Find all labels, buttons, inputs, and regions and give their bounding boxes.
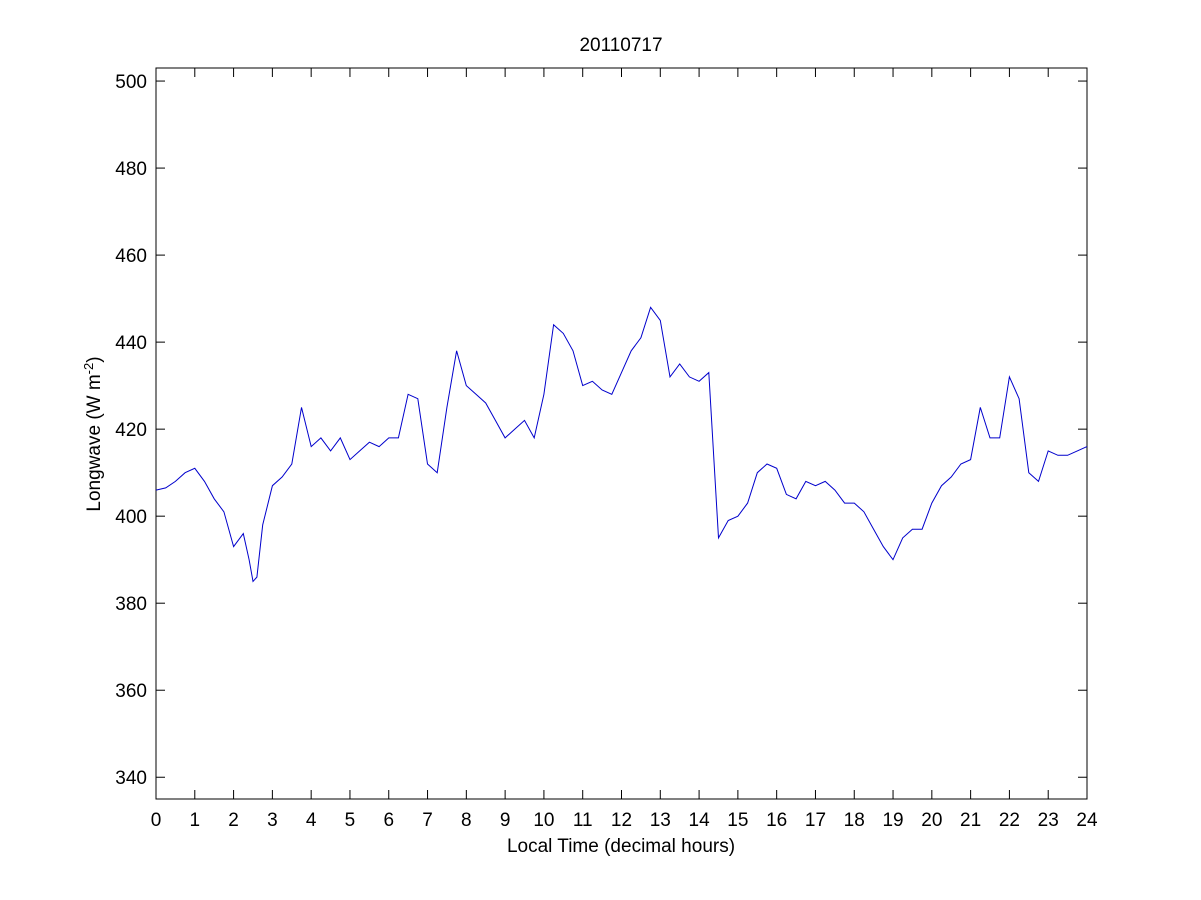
x-tick-label: 23 bbox=[1038, 810, 1059, 831]
x-tick-labels: 0 1 2 3 4 5 6 7 8 9 10 11 12 13 14 15 16 17 18 19 20 21 22 23 24 bbox=[151, 810, 1098, 831]
y-axis-title: Longwave (W m-2) bbox=[81, 356, 106, 511]
axis-ticks bbox=[155, 68, 1088, 799]
x-tick-label: 18 bbox=[844, 810, 865, 831]
y-tick-labels: 340 360 380 400 420 440 460 480 500 bbox=[115, 72, 147, 789]
x-tick-label: 3 bbox=[267, 810, 278, 831]
y-tick-label: 340 bbox=[115, 768, 147, 789]
x-tick-label: 24 bbox=[1076, 810, 1098, 831]
x-tick-label: 20 bbox=[921, 810, 942, 831]
x-tick-label: 2 bbox=[228, 810, 239, 831]
x-tick-label: 17 bbox=[805, 810, 826, 831]
x-tick-label: 11 bbox=[573, 810, 593, 831]
x-tick-label: 21 bbox=[960, 810, 981, 831]
x-tick-label: 13 bbox=[650, 810, 671, 831]
x-tick-label: 0 bbox=[151, 810, 162, 831]
x-tick-label: 5 bbox=[345, 810, 356, 831]
y-tick-label: 400 bbox=[115, 507, 147, 528]
y-axis-title-main: Longwave (W m bbox=[84, 374, 105, 511]
y-tick-label: 460 bbox=[115, 246, 147, 267]
x-tick-label: 16 bbox=[766, 810, 787, 831]
plot-area bbox=[155, 67, 1088, 800]
x-axis-title: Local Time (decimal hours) bbox=[507, 836, 735, 857]
y-tick-label: 440 bbox=[115, 333, 147, 354]
y-tick-label: 420 bbox=[115, 420, 147, 441]
x-tick-label: 19 bbox=[882, 810, 903, 831]
longwave-series-line bbox=[155, 306, 1088, 583]
y-tick-label: 500 bbox=[115, 72, 147, 93]
x-tick-label: 7 bbox=[422, 810, 433, 831]
y-tick-label: 480 bbox=[115, 159, 147, 180]
x-tick-label: 15 bbox=[727, 810, 748, 831]
x-tick-label: 1 bbox=[190, 810, 201, 831]
y-axis-title-superscript: -2 bbox=[81, 363, 96, 375]
chart-title: 20110717 bbox=[579, 35, 662, 56]
x-tick-label: 8 bbox=[461, 810, 472, 831]
x-tick-label: 14 bbox=[689, 810, 711, 831]
x-tick-label: 12 bbox=[611, 810, 632, 831]
x-tick-label: 6 bbox=[383, 810, 394, 831]
x-tick-label: 22 bbox=[999, 810, 1020, 831]
y-axis-title-close: ) bbox=[84, 356, 105, 362]
x-tick-label: 10 bbox=[533, 810, 554, 831]
x-tick-label: 9 bbox=[500, 810, 511, 831]
x-tick-label: 4 bbox=[306, 810, 317, 831]
y-tick-label: 360 bbox=[115, 681, 147, 702]
y-tick-label: 380 bbox=[115, 594, 147, 615]
